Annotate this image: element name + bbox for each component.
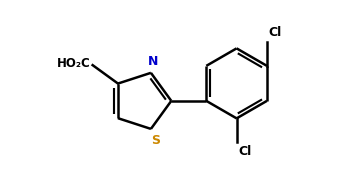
Text: Cl: Cl (239, 145, 252, 158)
Text: S: S (151, 134, 160, 147)
Text: HO₂C: HO₂C (57, 57, 91, 70)
Text: N: N (148, 55, 158, 68)
Text: Cl: Cl (269, 26, 282, 39)
